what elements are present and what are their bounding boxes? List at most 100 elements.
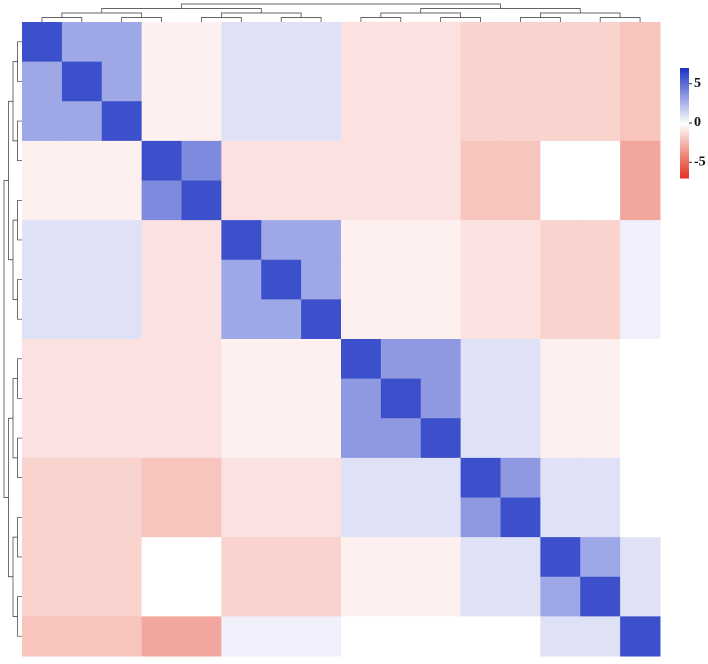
heatmap-cell: [301, 576, 342, 617]
heatmap-cell: [341, 418, 382, 459]
heatmap-cell: [141, 339, 182, 380]
heatmap-cell: [380, 339, 422, 380]
heatmap-cell: [22, 339, 63, 380]
column-dendrogram: [201, 17, 242, 22]
colorbar-step: [680, 102, 689, 106]
colorbar-step: [680, 123, 689, 126]
colorbar-step: [680, 69, 689, 73]
heatmap-cell: [61, 339, 103, 380]
heatmap-cell: [420, 418, 462, 459]
heatmap-cell: [221, 616, 262, 657]
colorbar-step: [680, 163, 689, 166]
heatmap-cell: [580, 259, 621, 300]
heatmap-cell: [580, 180, 621, 221]
heatmap-cell: [22, 576, 63, 617]
column-dendrogram: [121, 17, 162, 22]
colorbar-step: [680, 124, 689, 128]
heatmap-cell: [341, 180, 382, 221]
heatmap-cell: [101, 61, 143, 102]
heatmap-cell: [101, 418, 143, 459]
heatmap-cell: [580, 616, 621, 657]
heatmap-cell: [181, 418, 222, 459]
heatmap-cell: [181, 616, 222, 657]
heatmap-cell: [341, 140, 382, 181]
heatmap-cell: [301, 180, 342, 221]
heatmap-cell: [221, 180, 262, 221]
heatmap-cell: [500, 61, 541, 102]
heatmap-cell: [460, 61, 501, 102]
column-dendrogram: [540, 12, 621, 18]
heatmap-cell: [420, 22, 462, 63]
colorbar-step: [680, 117, 689, 120]
heatmap-cell: [580, 537, 621, 578]
heatmap-cell: [540, 418, 581, 459]
colorbar-step: [680, 130, 689, 133]
heatmap-cell: [101, 497, 143, 538]
heatmap-cell: [101, 180, 143, 221]
heatmap-cell: [101, 537, 143, 578]
heatmap-cell: [420, 537, 462, 578]
heatmap-cell: [221, 299, 262, 340]
heatmap-cell: [380, 101, 422, 142]
heatmap-cell: [22, 616, 63, 657]
heatmap-cell: [380, 180, 422, 221]
heatmap-cell: [540, 497, 581, 538]
heatmap-cell: [22, 537, 63, 578]
row-dendrogram: [17, 120, 22, 162]
heatmap-cell: [540, 101, 581, 142]
heatmap-cell: [500, 616, 541, 657]
heatmap-cell: [301, 61, 342, 102]
heatmap-cell: [101, 220, 143, 261]
heatmap-cell: [141, 537, 182, 578]
heatmap-cell: [540, 22, 581, 63]
colorbar-step: [680, 97, 689, 100]
heatmap-cell: [181, 101, 222, 142]
colorbar-step: [680, 157, 689, 161]
colorbar-step: [680, 80, 689, 84]
heatmap-cell: [500, 378, 541, 419]
column-dendrogram: [61, 12, 142, 18]
heatmap-cell: [22, 378, 63, 419]
heatmap-cell: [341, 299, 382, 340]
heatmap-cell: [301, 418, 342, 459]
heatmap-cell: [261, 101, 302, 142]
heatmap-cell: [141, 378, 182, 419]
heatmap-cell: [141, 418, 182, 459]
heatmap-cell: [141, 220, 182, 261]
row-dendrogram: [3, 180, 9, 498]
heatmap-cell: [620, 101, 661, 142]
colorbar-step: [680, 75, 689, 78]
heatmap-cell: [261, 180, 302, 221]
heatmap-cell: [181, 140, 222, 181]
heatmap-cell: [341, 339, 382, 380]
heatmap-cell: [301, 537, 342, 578]
heatmap-cell: [540, 299, 581, 340]
heatmap-cell: [141, 299, 182, 340]
colorbar-step: [680, 126, 689, 129]
heatmap-cell: [620, 616, 661, 657]
heatmap-cell: [61, 220, 103, 261]
colorbar-step: [680, 161, 689, 164]
heatmap-cell: [620, 339, 661, 380]
heatmap-cell: [181, 299, 222, 340]
row-dendrogram: [12, 219, 18, 300]
heatmap-cell: [500, 576, 541, 617]
heatmap-cell: [181, 220, 222, 261]
heatmap-cell: [620, 140, 661, 181]
heatmap-cell: [101, 339, 143, 380]
heatmap-cell: [261, 576, 302, 617]
heatmap-cell: [261, 378, 302, 419]
colorbar-step: [680, 139, 689, 142]
heatmap-cell: [301, 497, 342, 538]
heatmap-cell: [181, 537, 222, 578]
heatmap-cell: [620, 22, 661, 63]
heatmap-cell: [141, 616, 182, 657]
row-dendrogram: [12, 378, 18, 459]
heatmap-cell: [261, 339, 302, 380]
colorbar-step: [680, 146, 689, 150]
heatmap-cell: [221, 220, 262, 261]
heatmap-cell: [380, 457, 422, 498]
heatmap-cell: [540, 61, 581, 102]
colorbar-step: [680, 104, 689, 107]
